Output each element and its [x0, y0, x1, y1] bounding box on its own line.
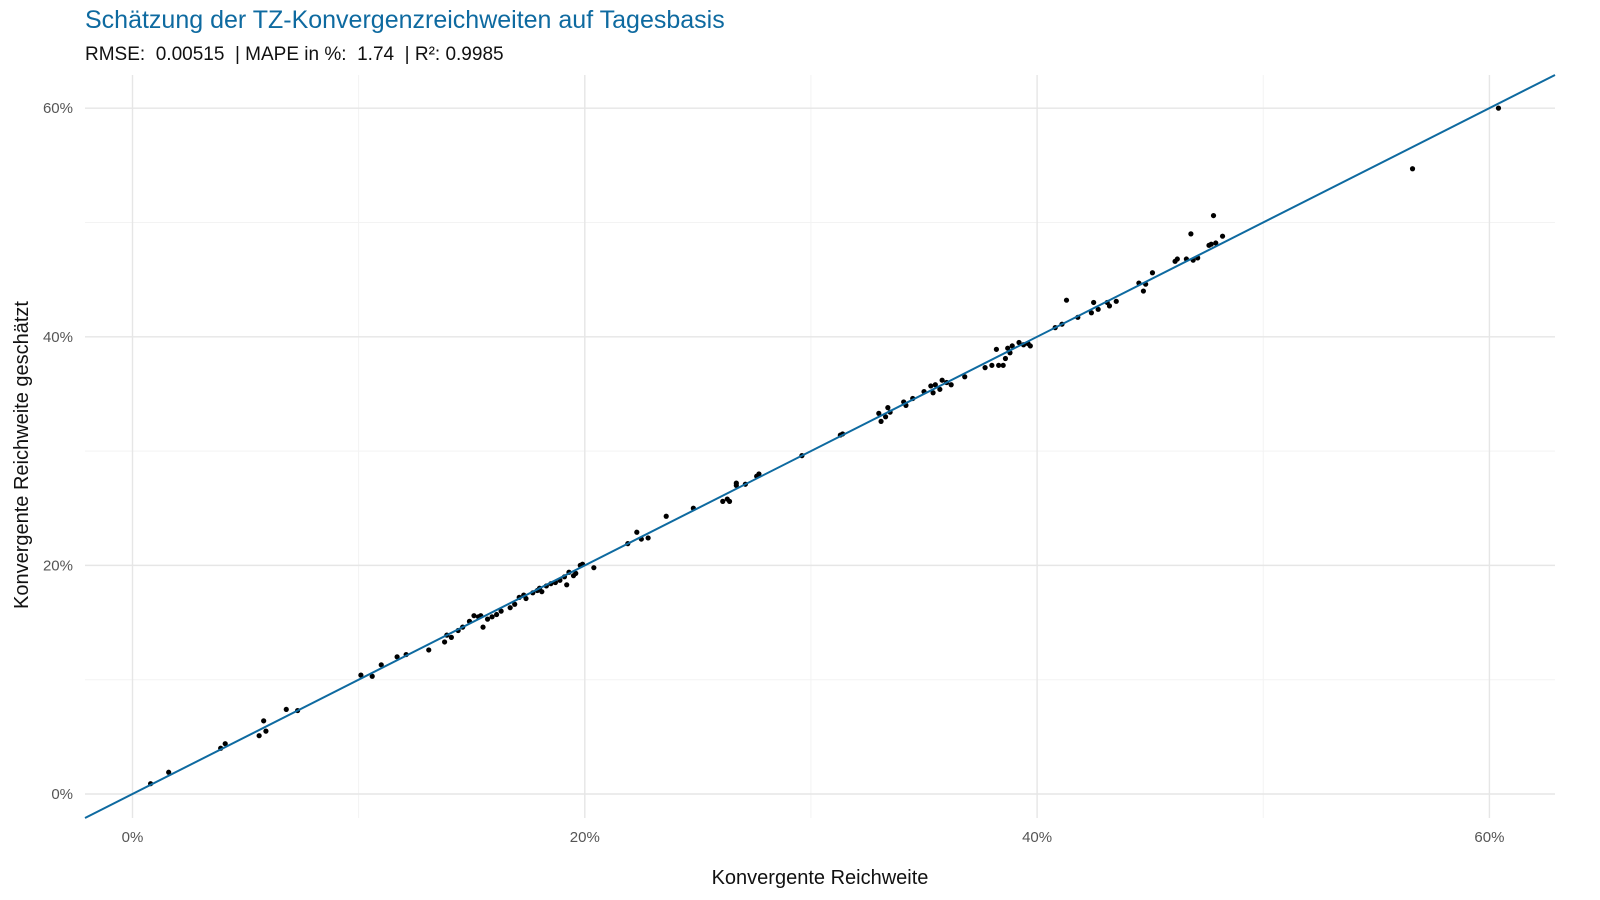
- chart-title: Schätzung der TZ-Konvergenzreichweiten a…: [85, 6, 725, 34]
- x-tick-label: 20%: [570, 829, 600, 846]
- data-point: [1002, 355, 1009, 362]
- data-point: [1495, 105, 1502, 111]
- y-tick-label: 40%: [43, 329, 73, 346]
- data-point: [878, 418, 884, 424]
- data-point: [885, 405, 891, 411]
- data-point: [756, 471, 762, 477]
- data-point: [222, 741, 228, 747]
- data-point: [573, 570, 579, 576]
- data-point: [1027, 343, 1033, 349]
- y-tick-label: 60%: [43, 100, 73, 117]
- grid-minor: [85, 75, 1555, 818]
- x-tick-label: 60%: [1474, 829, 1504, 846]
- data-point: [498, 608, 504, 614]
- data-point: [591, 565, 597, 571]
- data-point: [369, 673, 375, 679]
- data-point: [283, 706, 289, 713]
- data-point: [1091, 299, 1097, 306]
- data-point: [876, 410, 882, 416]
- data-point: [1208, 241, 1214, 247]
- data-point: [256, 733, 262, 739]
- data-point: [394, 654, 400, 660]
- data-point: [1188, 231, 1194, 237]
- data-point: [882, 414, 889, 420]
- data-point: [932, 382, 938, 388]
- data-point: [1219, 233, 1226, 239]
- data-point: [1106, 303, 1113, 309]
- data-point: [507, 605, 513, 611]
- data-point: [1140, 288, 1146, 294]
- data-point: [358, 672, 364, 678]
- data-point: [1113, 298, 1119, 304]
- data-point: [928, 383, 934, 389]
- data-point: [494, 611, 500, 618]
- y-tick-label: 20%: [43, 557, 73, 574]
- data-point: [539, 589, 545, 595]
- data-point: [512, 601, 518, 607]
- y-axis-ticks: 0% 20% 40% 60%: [43, 100, 73, 803]
- data-point: [993, 346, 1000, 352]
- data-point: [1005, 345, 1011, 351]
- grid-major: [85, 75, 1555, 818]
- data-point: [663, 513, 669, 519]
- data-point: [962, 374, 968, 380]
- data-point: [733, 480, 739, 486]
- data-point: [426, 647, 432, 653]
- x-axis-ticks: 0% 20% 40% 60%: [122, 829, 1505, 846]
- chart-subtitle: RMSE: 0.00515 | MAPE in %: 1.74 | R²: 0.…: [85, 44, 504, 65]
- data-point: [1409, 166, 1416, 172]
- data-point: [1174, 256, 1180, 262]
- data-point: [1149, 270, 1156, 276]
- data-point: [448, 634, 454, 640]
- data-point: [939, 377, 945, 383]
- data-point: [989, 362, 995, 368]
- data-point: [982, 365, 988, 371]
- data-point: [484, 616, 491, 622]
- x-axis-title: Konvergente Reichweite: [712, 867, 929, 889]
- y-tick-label: 0%: [51, 786, 73, 803]
- data-point: [471, 613, 477, 619]
- data-point: [261, 718, 267, 724]
- data-point: [948, 382, 954, 388]
- data-point: [1009, 343, 1015, 349]
- data-point: [1063, 297, 1070, 303]
- data-point: [937, 386, 943, 392]
- data-point: [378, 662, 384, 668]
- data-point: [930, 390, 936, 396]
- data-point: [489, 614, 495, 620]
- reference-line: [84, 74, 1556, 819]
- data-point: [441, 639, 448, 645]
- x-tick-label: 40%: [1022, 829, 1052, 846]
- y-axis-title: Konvergente Reichweite geschätzt: [11, 301, 33, 609]
- data-point: [645, 535, 651, 541]
- data-point: [1095, 306, 1101, 312]
- data-point: [523, 595, 529, 602]
- data-point: [1016, 339, 1022, 346]
- data-point: [1088, 310, 1094, 316]
- data-point: [1210, 212, 1217, 219]
- data-point: [564, 582, 570, 588]
- data-point: [263, 728, 269, 734]
- data-point: [726, 498, 733, 504]
- data-point: [480, 624, 486, 630]
- data-point: [996, 362, 1002, 368]
- data-point: [1000, 362, 1006, 368]
- data-point: [720, 498, 726, 504]
- data-point: [634, 529, 640, 535]
- data-point: [1213, 240, 1219, 246]
- x-tick-label: 0%: [122, 829, 144, 846]
- data-point: [166, 769, 172, 775]
